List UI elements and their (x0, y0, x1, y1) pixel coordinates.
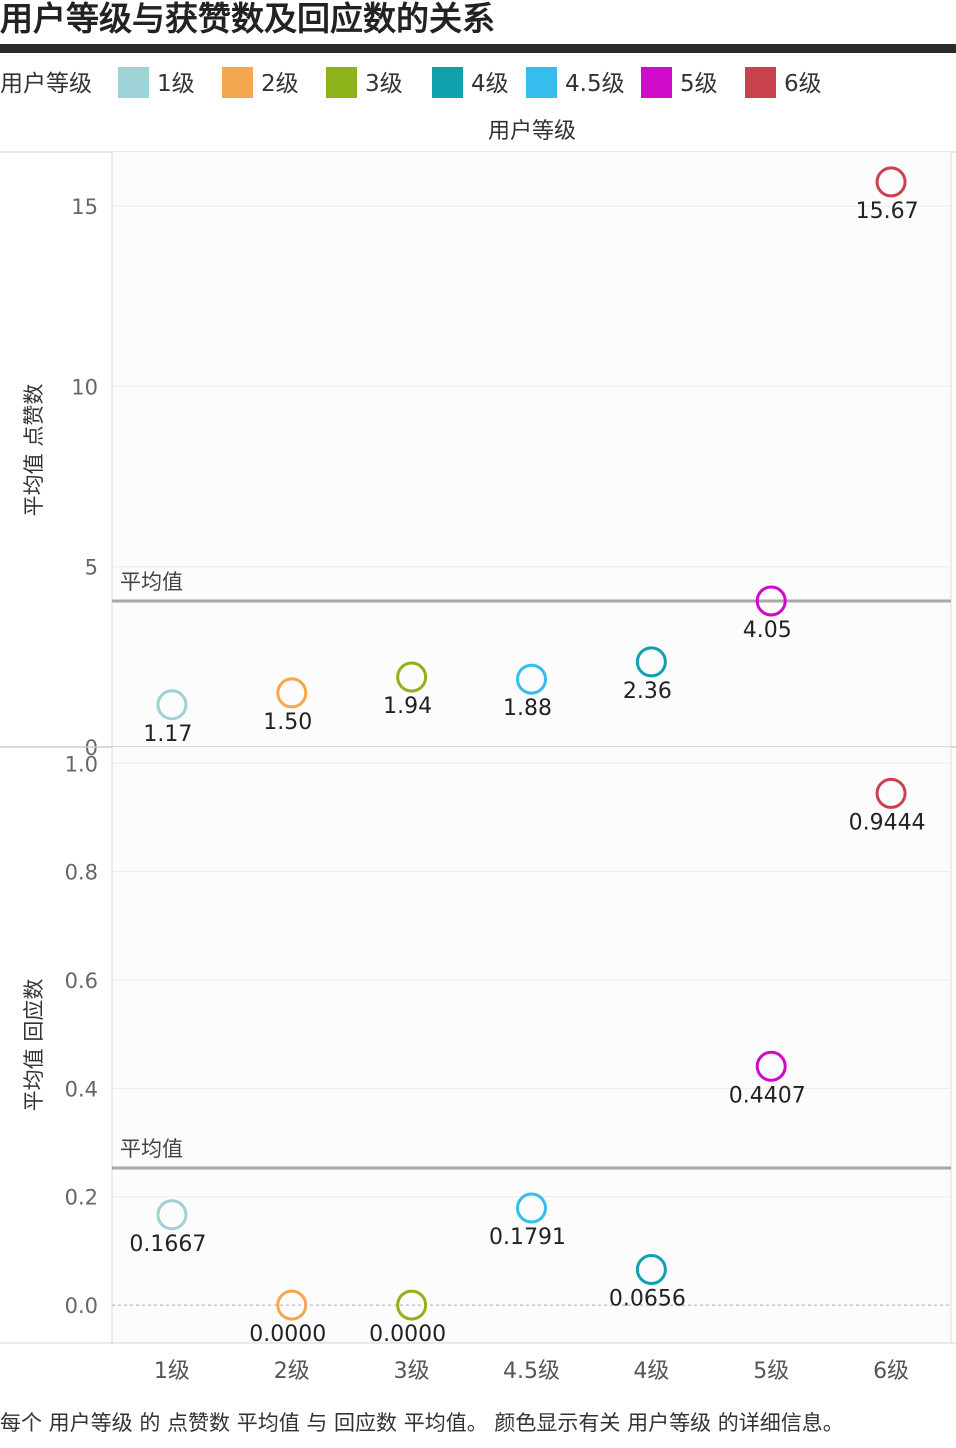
legend-title: 用户等级 (0, 71, 92, 97)
data-point (635, 1254, 667, 1286)
data-label: 4.05 (743, 618, 792, 643)
x-tick-label: 3级 (394, 1359, 430, 1384)
legend-swatch (118, 67, 149, 98)
data-label: 2.36 (623, 679, 672, 704)
data-label: 0.9444 (849, 810, 926, 835)
x-tick-label: 4级 (633, 1359, 669, 1384)
footnote: 每个 用户等级 的 点赞数 平均值 与 回应数 平均值。 颜色显示有关 用户等级… (0, 1411, 844, 1435)
title-rule (0, 44, 956, 53)
y-tick-label: 0.8 (65, 861, 98, 885)
data-point (875, 777, 907, 809)
legend-item-label: 2级 (261, 71, 299, 97)
data-label: 0.1791 (489, 1225, 566, 1250)
legend-swatch (745, 67, 776, 98)
legend-swatch (432, 67, 463, 98)
y-tick-label: 15 (71, 195, 98, 219)
y-tick-label: 1.0 (65, 752, 98, 776)
x-tick-label: 5级 (753, 1359, 789, 1384)
legend-item-label: 6级 (784, 71, 822, 97)
legend-swatch (526, 67, 557, 98)
legend-item-label: 4.5级 (565, 71, 625, 97)
y-tick-label: 0.2 (65, 1186, 98, 1210)
x-tick-label: 6级 (873, 1359, 909, 1384)
data-label: 1.17 (143, 722, 192, 747)
data-point (396, 1289, 428, 1321)
data-label: 0.4407 (729, 1083, 806, 1108)
y-tick-label: 0.0 (65, 1294, 98, 1318)
data-point (396, 661, 428, 693)
data-label: 1.50 (263, 710, 312, 735)
y-tick-label: 10 (71, 375, 98, 399)
legend-item-label: 1级 (157, 71, 195, 97)
x-axis: 1级 2级 3级 4.5级 4级 5级 6级 (154, 1359, 909, 1384)
data-point (755, 1050, 787, 1082)
legend-item-label: 4级 (471, 71, 509, 97)
legend-swatch (326, 67, 357, 98)
y-tick-label: 0 (85, 736, 98, 760)
legend-swatch (222, 67, 253, 98)
reference-line-label: 平均值 (120, 570, 183, 594)
y-axis-title: 平均值 点赞数 (22, 384, 46, 517)
data-point (635, 646, 667, 678)
legend-swatch (641, 67, 672, 98)
x-tick-label: 4.5级 (503, 1359, 560, 1384)
data-point (276, 677, 308, 709)
reference-line-label: 平均值 (120, 1137, 183, 1161)
data-point (875, 166, 907, 198)
y-axis-title: 平均值 回应数 (22, 979, 46, 1112)
data-point (516, 663, 547, 695)
data-point (276, 1289, 308, 1321)
column-header: 用户等级 (488, 119, 576, 144)
y-tick-label: 5 (85, 556, 98, 580)
data-label: 1.88 (503, 696, 552, 721)
data-label: 0.0656 (609, 1287, 686, 1312)
data-label: 1.94 (383, 694, 432, 719)
data-point (516, 1192, 547, 1224)
x-tick-label: 1级 (154, 1359, 190, 1384)
plot-area (112, 747, 951, 1343)
y-tick-label: 0.6 (65, 969, 98, 993)
legend-item-label: 3级 (365, 71, 403, 97)
data-point (755, 585, 787, 617)
x-tick-label: 2级 (274, 1359, 310, 1384)
plot-area (112, 152, 951, 747)
data-point (156, 689, 188, 721)
data-label: 15.67 (856, 199, 919, 224)
chart-title: 用户等级与获赞数及回应数的关系 (0, 0, 495, 38)
legend-item-label: 5级 (680, 71, 718, 97)
data-label: 0.1667 (129, 1232, 206, 1257)
legend: 用户等级 1级 2级 3级 4级 4.5级 5级 6级 (0, 67, 822, 98)
data-point (156, 1199, 188, 1231)
y-tick-label: 0.4 (65, 1077, 98, 1101)
